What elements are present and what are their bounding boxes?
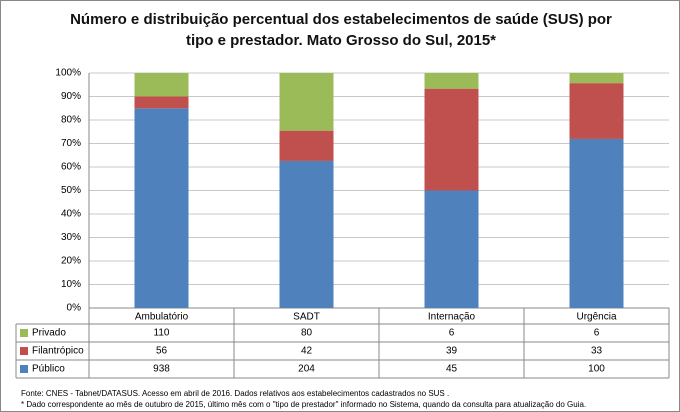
bar-segment (424, 88, 479, 191)
bar-segment (134, 73, 189, 97)
x-tick-label: Urgência (576, 312, 616, 323)
table-value: 204 (298, 364, 315, 375)
y-tick-label: 0% (67, 303, 82, 314)
table-value: 42 (301, 346, 313, 357)
table-value: 33 (591, 346, 603, 357)
y-tick-label: 50% (61, 185, 81, 196)
note: * Dado correspondente ao mês de outubro … (21, 400, 586, 409)
legend-key (20, 329, 28, 337)
y-tick-label: 40% (61, 209, 81, 220)
table-value: 100 (588, 364, 605, 375)
x-tick-label: SADT (293, 312, 320, 323)
table-value: 56 (156, 346, 168, 357)
bar-segment (424, 73, 479, 89)
legend-label: Privado (32, 328, 66, 339)
table-value: 110 (154, 328, 170, 339)
y-tick-label: 70% (61, 138, 81, 149)
x-tick-label: Ambulatório (135, 312, 189, 323)
bar-segment (569, 73, 624, 84)
bar-segment (279, 130, 334, 161)
note: Fonte: CNES - Tabnet/DATASUS. Acesso em … (21, 389, 449, 398)
bar-segment (134, 96, 189, 109)
y-tick-label: 90% (61, 91, 81, 102)
bar-segment (134, 108, 189, 308)
bar-segment (279, 73, 334, 131)
bar-segment (424, 190, 479, 308)
legend-label: Filantrópico (32, 346, 84, 357)
table-value: 45 (446, 364, 458, 375)
y-tick-label: 60% (61, 162, 81, 173)
y-tick-label: 20% (61, 256, 81, 267)
legend-key (20, 365, 28, 373)
x-tick-label: Internação (428, 312, 476, 323)
legend-label: Público (32, 364, 65, 375)
table-value: 6 (594, 328, 600, 339)
chart-title: Número e distribuição percentual dos est… (70, 11, 612, 49)
table-value: 39 (446, 346, 458, 357)
table-value: 6 (449, 328, 455, 339)
bar-segment (279, 160, 334, 308)
y-tick-label: 80% (61, 115, 81, 126)
table-value: 938 (153, 364, 170, 375)
bar-segment (569, 138, 624, 308)
y-tick-label: 10% (61, 279, 81, 290)
y-tick-label: 100% (55, 68, 81, 79)
bar-segment (569, 83, 624, 139)
y-tick-label: 30% (61, 232, 81, 243)
legend-key (20, 347, 28, 355)
table-value: 80 (301, 328, 313, 339)
